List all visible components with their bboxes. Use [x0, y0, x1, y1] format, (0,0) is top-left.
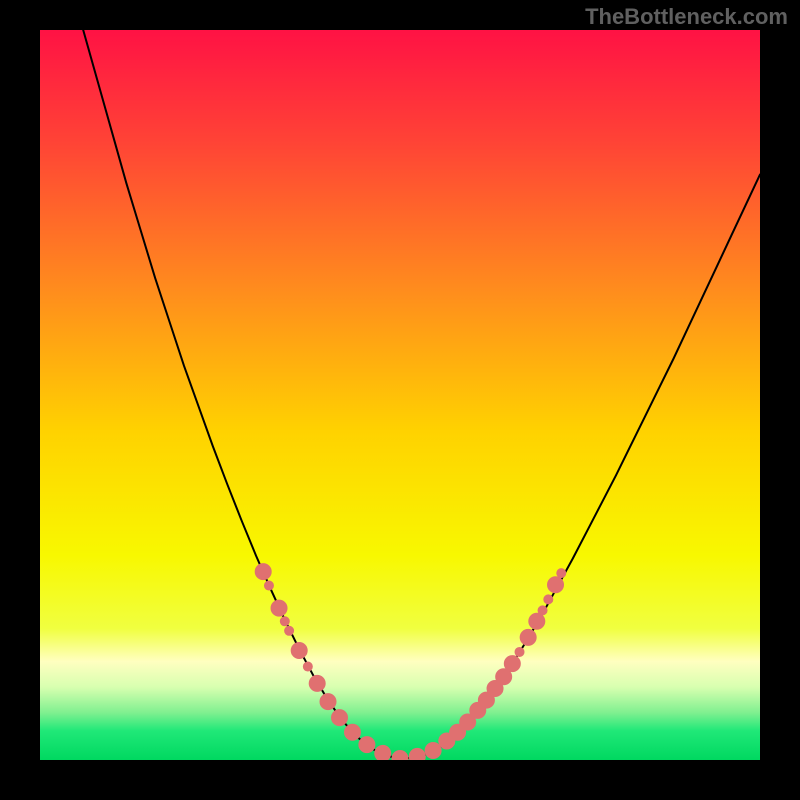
marker-dot	[425, 743, 441, 759]
chart-frame: TheBottleneck.com	[0, 0, 800, 800]
marker-dot	[280, 617, 289, 626]
marker-dot	[515, 647, 524, 656]
marker-dot	[255, 564, 271, 580]
marker-dot	[520, 629, 536, 645]
marker-dot	[344, 724, 360, 740]
marker-dot	[309, 675, 325, 691]
marker-dot	[409, 748, 425, 760]
marker-dot	[538, 606, 547, 615]
marker-dot	[359, 737, 375, 753]
marker-dot	[285, 626, 294, 635]
marker-dot	[557, 569, 566, 578]
watermark-text: TheBottleneck.com	[585, 4, 788, 30]
marker-dot	[320, 694, 336, 710]
marker-dot	[271, 600, 287, 616]
marker-dot	[544, 595, 553, 604]
marker-dot	[264, 581, 273, 590]
marker-dot	[303, 662, 312, 671]
marker-dot	[291, 643, 307, 659]
marker-dot	[375, 745, 391, 760]
plot-area	[40, 30, 760, 760]
bottleneck-curve-chart	[40, 30, 760, 760]
gradient-background	[40, 30, 760, 760]
marker-dot	[548, 577, 564, 593]
marker-dot	[332, 710, 348, 726]
marker-dot	[529, 613, 545, 629]
marker-dot	[504, 656, 520, 672]
